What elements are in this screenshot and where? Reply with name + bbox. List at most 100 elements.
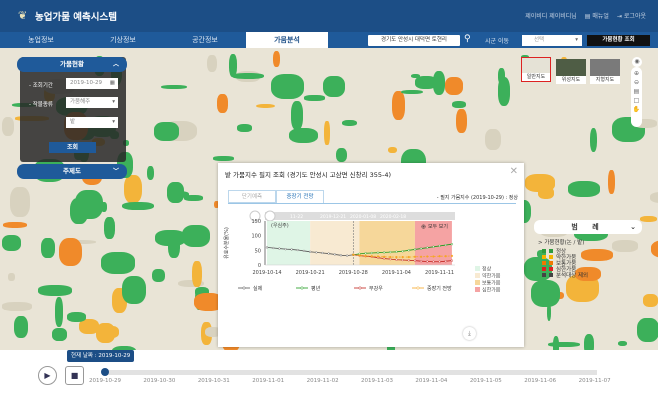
play-icon[interactable]: ▶ (38, 366, 57, 385)
pan-icon[interactable]: ✋ (632, 106, 641, 113)
map-parcel (207, 54, 218, 73)
user-name: 제이비디 제이비디님 (525, 13, 577, 20)
series-legend-label: 평년 (311, 285, 321, 292)
map-parcel (608, 169, 616, 195)
chevron-down-icon: ﹀ (112, 168, 119, 175)
crop-sub-select[interactable]: 밭 ▾ (66, 117, 118, 128)
navigator-label: 2020-01-08 (350, 214, 376, 220)
zoom-out-icon[interactable]: ⊖ (633, 79, 640, 86)
data-point (383, 257, 386, 260)
data-point (296, 248, 299, 252)
map-parcel (324, 120, 330, 145)
search-icon[interactable]: ⚲ (464, 34, 471, 44)
data-point (376, 255, 380, 258)
map-parcel (341, 120, 358, 127)
band-legend-swatch (475, 280, 480, 285)
globe-icon[interactable]: ◉ (632, 57, 642, 67)
tab-drought-analysis[interactable]: 가뭄분석 (246, 32, 328, 48)
data-point (444, 243, 447, 247)
data-point (426, 255, 429, 258)
map-parcel (75, 189, 104, 220)
map-parcel (272, 50, 281, 67)
map-parcel (52, 327, 67, 341)
basemap-normal[interactable]: 일반지도 (521, 57, 551, 82)
basemap-terrain[interactable]: 지형지도 (590, 59, 620, 84)
calendar-icon[interactable]: ▦ (109, 80, 115, 86)
tab-spatial-info[interactable]: 공간정보 (192, 36, 218, 44)
basemap-satellite[interactable]: 위성지도 (556, 59, 586, 84)
chevron-down-icon: ▾ (112, 99, 115, 105)
map-parcel (168, 233, 180, 259)
chevron-down-icon: ▾ (112, 119, 115, 125)
data-point (395, 258, 398, 261)
tab-long-term[interactable]: 중장기 전망 (276, 190, 324, 203)
data-point (413, 259, 417, 262)
map-parcel (410, 74, 420, 79)
timeline-handle[interactable] (101, 368, 109, 376)
location-input[interactable]: 경기도 안성시 대덕면 토현리 (368, 35, 460, 46)
band-legend-swatch (475, 287, 480, 292)
index-info: - 필지 가뭄지수 (2019-10-29) : 정상 (436, 195, 518, 201)
sigun-select[interactable]: 선택 (522, 35, 582, 46)
manual-link[interactable]: ▤ 매뉴얼 (585, 11, 609, 20)
series-legend-label: 실제 (253, 285, 263, 292)
legend-swatch (542, 267, 546, 271)
map-parcel (289, 127, 319, 144)
data-point (389, 250, 392, 254)
query-button[interactable]: 조회 (49, 142, 96, 153)
zoom-in-icon[interactable]: ⊕ (633, 70, 640, 77)
data-point (284, 248, 287, 251)
map-parcel (640, 215, 658, 222)
map-parcel (525, 174, 556, 192)
data-point (370, 251, 373, 255)
x-tick-label: 2019-10-14 (252, 270, 281, 276)
map-parcel (154, 122, 179, 141)
tab-agri-info[interactable]: 농업정보 (28, 36, 54, 44)
app-logo[interactable]: ❦ 농업가뭄 예측시스템 (18, 9, 117, 24)
basemap-label: 지형지도 (590, 76, 620, 84)
band-2 (359, 221, 415, 265)
theme-panel-header[interactable]: 주제도 ﹀ (17, 164, 127, 179)
map-parcel (255, 103, 276, 109)
crop-select[interactable]: 가뭄해주 ▾ (66, 97, 118, 108)
download-icon[interactable]: ⤓ (463, 327, 476, 340)
map-parcel (212, 155, 234, 161)
map-parcel (103, 217, 115, 239)
y-tick-label: 100 (251, 234, 261, 240)
map-parcel (121, 275, 146, 305)
navigator-handle (264, 210, 276, 222)
legend-item: 약한가뭄 (542, 254, 642, 261)
stop-icon[interactable]: ■ (65, 366, 84, 385)
fullscreen-icon[interactable]: □ (633, 97, 640, 104)
legend-swatch (542, 255, 546, 259)
map-parcel (530, 279, 561, 307)
legend-swatch (542, 273, 546, 277)
data-point (370, 255, 373, 258)
data-point (438, 260, 441, 263)
period-input[interactable]: 2019-10-29 ▦ (66, 78, 118, 89)
timeline-date: 2019-11-03 (361, 378, 393, 384)
legend-header[interactable]: 범 례 ⌄ (534, 220, 642, 234)
band-1 (310, 221, 360, 265)
map-parcel (54, 297, 63, 327)
map-parcel (414, 75, 437, 89)
legend-item: 분석대상 제외 (542, 272, 642, 279)
timeline-track[interactable] (103, 370, 597, 375)
drought-status-button[interactable]: 가뭄현황 조회 (587, 35, 650, 46)
data-point (376, 251, 380, 254)
data-point (395, 250, 398, 253)
data-point (327, 252, 330, 255)
legend-label: 약한가뭄 (556, 255, 577, 261)
legend-swatch (549, 255, 553, 259)
layers-icon[interactable]: ▤ (633, 88, 640, 95)
tab-short-term[interactable]: 단기예측 (228, 190, 276, 203)
map-parcel (100, 201, 107, 212)
map-parcel (217, 94, 229, 113)
close-icon[interactable]: ✕ (509, 166, 518, 177)
drought-panel-header[interactable]: 가뭄현황 ︿ (17, 57, 127, 72)
logout-link[interactable]: ⇥ 로그아웃 (617, 11, 646, 20)
data-point (438, 244, 441, 248)
tab-weather-info[interactable]: 기상정보 (110, 36, 136, 44)
data-point (346, 254, 349, 257)
map-toolbar: ⊕ ⊖ ▤ □ ✋ (631, 67, 642, 127)
